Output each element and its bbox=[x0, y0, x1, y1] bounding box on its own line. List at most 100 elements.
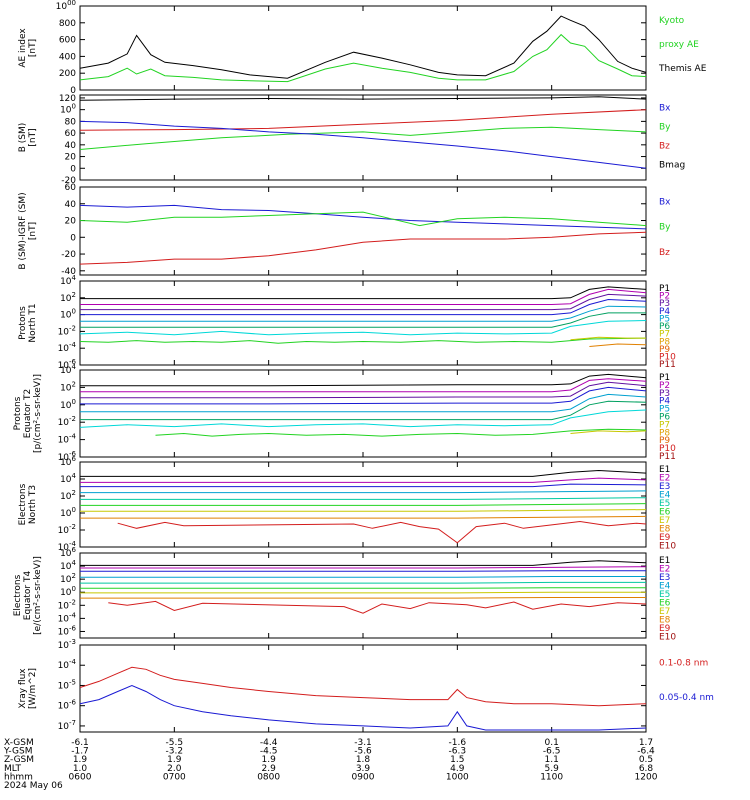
ylabel-pn-1: North T1 bbox=[28, 303, 38, 342]
legend-pn-6: P7 bbox=[659, 330, 670, 340]
legend-ee-0: E1 bbox=[659, 556, 670, 566]
ylabel-pn-0: Protons bbox=[18, 306, 28, 340]
series-line-pn-p4 bbox=[80, 298, 647, 316]
legend-ae-1: proxy AE bbox=[659, 40, 699, 50]
xinfo-value-3-1: 2.0 bbox=[167, 764, 182, 774]
series-line-en-e8 bbox=[80, 515, 647, 519]
xinfo-value-2-2: 1.9 bbox=[262, 755, 277, 765]
ytick-label-ee-3: 100 bbox=[60, 585, 76, 598]
ytick-label-bsm-2: 20 bbox=[65, 153, 77, 163]
ytick-label-bsm-5: 80 bbox=[65, 117, 77, 127]
xinfo-name-3: MLT bbox=[4, 764, 22, 774]
series-line-pn-p7 bbox=[79, 320, 647, 336]
xinfo-name-1: Y-GSM bbox=[3, 747, 32, 757]
ylabel-ae-0: AE index bbox=[18, 28, 28, 68]
ytick-label-bsm-3: 40 bbox=[65, 141, 77, 151]
xinfo-value-0-0: -6.1 bbox=[71, 738, 89, 748]
xinfo-value-4-3: 0900 bbox=[352, 772, 375, 782]
series-line-ae-kyoto-proxy-ae bbox=[79, 33, 647, 83]
series-line-ee-e3 bbox=[80, 570, 646, 572]
legend-pn-5: P6 bbox=[659, 322, 670, 332]
legend-en-7: E8 bbox=[659, 525, 671, 535]
ytick-label-xray-3: 10-4 bbox=[58, 658, 77, 671]
ytick-label-pn-5: 104 bbox=[60, 274, 76, 287]
ytick-label-bsm-6: 100 bbox=[60, 103, 76, 116]
legend-ee-3: E4 bbox=[659, 582, 671, 592]
series-line-ee-e2 bbox=[80, 566, 647, 569]
ytick-label-bigrf-0: -40 bbox=[61, 267, 76, 277]
xinfo-name-4: hhmm bbox=[4, 772, 33, 782]
ytick-label-pe-0: 10-6 bbox=[58, 450, 77, 463]
legend-en-2: E3 bbox=[659, 482, 670, 492]
ytick-label-pe-2: 10-2 bbox=[58, 415, 76, 428]
legend-bigrf-0: Bx bbox=[659, 198, 671, 208]
ylabel-bsm-1: [nT] bbox=[28, 128, 38, 146]
xinfo-value-0-1: -5.5 bbox=[166, 738, 184, 748]
series-line-ee-e9 bbox=[108, 600, 647, 614]
legend-en-0: E1 bbox=[659, 465, 670, 475]
ytick-label-en-1: 10-2 bbox=[58, 523, 76, 536]
xinfo-value-0-2: -4.4 bbox=[260, 738, 278, 748]
ylabel-bsm-0: B (SM) bbox=[18, 123, 28, 153]
legend-pe-3: P4 bbox=[659, 397, 670, 407]
legend-bigrf-1: By bbox=[659, 223, 671, 233]
ytick-label-ee-0: 10-6 bbox=[58, 624, 77, 637]
xinfo-value-2-1: 1.9 bbox=[167, 755, 182, 765]
xinfo-value-4-5: 1100 bbox=[540, 772, 563, 782]
xinfo-value-3-5: 5.9 bbox=[545, 764, 560, 774]
series-line-pe-p8 bbox=[155, 428, 647, 437]
xinfo-name-2: Z-GSM bbox=[4, 755, 34, 765]
legend-bsm-1: By bbox=[659, 123, 671, 133]
ytick-label-xray-1: 10-6 bbox=[58, 699, 77, 712]
xinfo-value-4-6: 1200 bbox=[635, 772, 658, 782]
series-line-pn-p10 bbox=[589, 343, 647, 347]
xinfo-value-0-5: 0.1 bbox=[545, 738, 559, 748]
series-line-bigrf-bz bbox=[79, 231, 647, 265]
xinfo-value-3-0: 1.0 bbox=[73, 764, 88, 774]
legend-pe-8: P9 bbox=[659, 436, 670, 446]
xinfo-name-0: X-GSM bbox=[4, 738, 34, 748]
panel-frame-xray bbox=[79, 644, 647, 733]
xinfo-value-3-4: 4.9 bbox=[450, 764, 465, 774]
legend-ee-2: E3 bbox=[659, 573, 670, 583]
legend-pe-6: P7 bbox=[659, 420, 670, 430]
series-line-bsm-bz bbox=[79, 109, 647, 131]
xinfo-value-1-6: -6.4 bbox=[637, 747, 655, 757]
ylabel-pe-0: Protons bbox=[13, 396, 23, 430]
xinfo-value-4-4: 1000 bbox=[446, 772, 469, 782]
xinfo-value-0-3: -3.1 bbox=[354, 738, 372, 748]
series-line-bsm-by bbox=[79, 126, 647, 150]
ytick-label-ae-2: 400 bbox=[59, 52, 76, 62]
ylabel-pe-2: [p/(cm²-s-sr-keV)] bbox=[33, 374, 43, 453]
ytick-label-xray-0: 10-7 bbox=[58, 719, 76, 732]
panel-frame-bigrf bbox=[79, 186, 647, 276]
series-line-en-e6 bbox=[80, 503, 647, 506]
legend-ae-0: Kyoto bbox=[659, 16, 685, 26]
ytick-label-bigrf-2: 0 bbox=[70, 233, 76, 243]
series-line-pe-p5 bbox=[80, 393, 647, 413]
legend-en-4: E5 bbox=[659, 499, 670, 509]
legend-xray-0: 0.1-0.8 nm bbox=[659, 658, 708, 668]
legend-pn-4: P5 bbox=[659, 314, 670, 324]
legend-en-1: E2 bbox=[659, 474, 670, 484]
xinfo-value-1-3: -5.6 bbox=[354, 747, 372, 757]
ytick-label-pn-0: 10-6 bbox=[58, 358, 77, 371]
series-line-xray-0-1-0-8-nm bbox=[79, 666, 647, 707]
legend-pn-8: P9 bbox=[659, 345, 670, 355]
legend-en-3: E4 bbox=[659, 491, 671, 501]
series-line-pe-p6 bbox=[80, 400, 647, 421]
series-line-ae-themis-ae bbox=[79, 15, 647, 79]
ytick-label-pn-1: 10-4 bbox=[58, 341, 77, 354]
legend-ee-4: E5 bbox=[659, 590, 670, 600]
legend-en-5: E6 bbox=[659, 508, 671, 518]
legend-bsm-2: Bz bbox=[659, 141, 670, 151]
xinfo-value-3-3: 3.9 bbox=[356, 764, 371, 774]
ylabel-ee-1: Equator T4 bbox=[23, 571, 33, 621]
ylabel-ee-0: Electrons bbox=[13, 574, 23, 616]
legend-bsm-3: Bmag bbox=[659, 160, 685, 170]
legend-pe-4: P5 bbox=[659, 405, 670, 415]
series-line-en-e3 bbox=[80, 483, 647, 488]
legend-pe-2: P3 bbox=[659, 389, 670, 399]
